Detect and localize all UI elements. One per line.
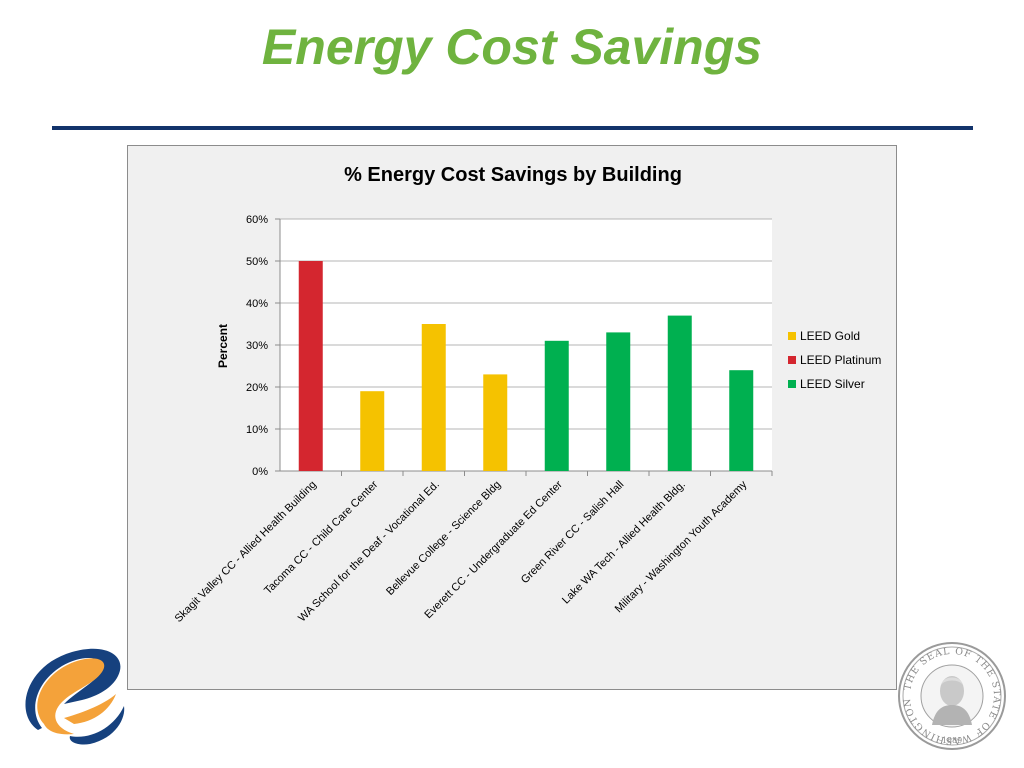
bar <box>298 261 323 471</box>
bar <box>421 324 446 471</box>
legend-swatch <box>788 380 796 388</box>
y-tick-label: 60% <box>246 214 268 226</box>
bar <box>729 370 754 471</box>
legend-swatch <box>788 332 796 340</box>
y-tick-label: 40% <box>246 298 268 310</box>
y-axis-label: Percent <box>216 324 230 368</box>
chart-title: % Energy Cost Savings by Building <box>344 164 682 186</box>
x-tick-label: Tacoma CC - Child Care Center <box>262 478 381 597</box>
legend-label: LEED Platinum <box>800 353 881 367</box>
svg-text:1889: 1889 <box>942 736 962 745</box>
washington-state-seal-icon: THE SEAL OF THE STATE OF WASHINGTON 1889 <box>897 641 1007 756</box>
bars <box>298 261 754 471</box>
bar <box>483 374 508 471</box>
y-tick-label: 50% <box>246 256 268 268</box>
bar <box>667 315 692 471</box>
title-divider <box>52 126 973 130</box>
bar <box>606 332 631 471</box>
y-tick-label: 10% <box>246 424 268 436</box>
orange-swoosh-logo-icon <box>20 644 128 753</box>
legend-label: LEED Silver <box>800 377 865 391</box>
bar-chart: % Energy Cost Savings by Building 0% 10% 2… <box>173 164 882 625</box>
x-tick-label: Bellevue College - Science Bldg <box>384 479 503 598</box>
legend: LEED Gold LEED Platinum LEED Silver <box>788 329 881 391</box>
x-tick-label: Military - Washington Youth Academy <box>613 478 750 615</box>
x-tick-labels: Skagit Valley CC - Allied Health Buildin… <box>173 478 750 625</box>
y-tick-label: 30% <box>246 340 268 352</box>
x-tick-label: Skagit Valley CC - Allied Health Buildin… <box>173 479 319 625</box>
y-tick-label: 0% <box>252 466 268 478</box>
legend-swatch <box>788 356 796 364</box>
y-tick-labels: 0% 10% 20% 30% 40% 50% 60% <box>246 214 268 478</box>
legend-label: LEED Gold <box>800 329 860 343</box>
x-tick-label: Everett CC - Undergraduate Ed Center <box>422 478 565 621</box>
x-tick-label: Green River CC - Salish Hall <box>519 479 626 586</box>
bar <box>544 340 569 471</box>
bar <box>360 391 385 471</box>
x-tick-label: WA School for the Deaf - Vocational Ed. <box>296 479 442 625</box>
slide-title: Energy Cost Savings <box>261 19 763 75</box>
x-tick-label: Lake WA Tech - Allied Health Bldg. <box>560 479 688 607</box>
y-tick-label: 20% <box>246 382 268 394</box>
chart-frame: % Energy Cost Savings by Building 0% 10% 2… <box>127 145 897 690</box>
